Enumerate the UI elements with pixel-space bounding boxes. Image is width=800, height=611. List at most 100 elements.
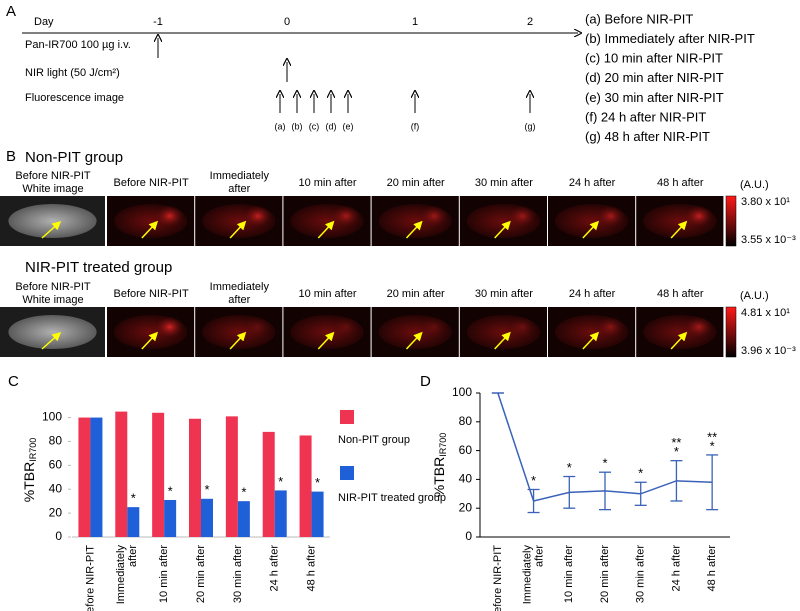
tumor-signal xyxy=(684,316,713,338)
arrow-label: (d) xyxy=(326,121,337,131)
column-header: Immediately xyxy=(210,170,270,182)
error-bar xyxy=(670,460,683,502)
significance-mark: ** xyxy=(671,435,681,450)
error-bar xyxy=(634,481,647,506)
color-bar-unit: (A.U.) xyxy=(740,179,769,191)
column-header: 24 h after xyxy=(569,177,616,189)
significance-mark: * xyxy=(315,475,320,490)
legend-item: (a) Before NIR-PIT xyxy=(585,11,693,26)
error-bar xyxy=(599,471,611,511)
significance-mark: * xyxy=(567,460,572,475)
bar xyxy=(115,411,128,537)
color-bar-max: 4.81 x 10¹ xyxy=(741,307,790,319)
column-header: 24 h after xyxy=(569,288,616,300)
column-header: Before NIR-PIT xyxy=(114,288,189,300)
row-label: NIR light (50 J/cm²) xyxy=(25,67,120,79)
tumor-arrow xyxy=(41,332,62,350)
tumor-arrow xyxy=(582,331,600,350)
panel-label: D xyxy=(420,373,431,390)
x-tick-label: after xyxy=(533,545,545,567)
significance-mark: * xyxy=(638,466,643,481)
significance-mark: * xyxy=(531,473,536,488)
x-tick-label: 10 min after xyxy=(158,545,170,603)
bar xyxy=(201,498,213,537)
y-tick-label: 80 xyxy=(459,414,473,428)
mouse-body xyxy=(8,204,97,238)
column-header: after xyxy=(228,183,250,195)
significance-mark: * xyxy=(278,474,283,489)
column-header: 48 h after xyxy=(657,177,704,189)
tumor-signal xyxy=(508,205,537,227)
day-label: 1 xyxy=(412,16,418,28)
bar xyxy=(311,491,324,537)
bar xyxy=(262,431,275,537)
column-header: 10 min after xyxy=(298,177,356,189)
column-header: after xyxy=(228,294,250,306)
mouse-body xyxy=(8,315,97,349)
day-label: -1 xyxy=(153,16,163,28)
panel-label: B xyxy=(6,148,16,165)
arrow-label: (f) xyxy=(411,121,420,131)
arrow-label: (g) xyxy=(525,121,536,131)
color-bar-max: 3.80 x 10¹ xyxy=(741,196,790,208)
column-header: Before NIR-PIT xyxy=(15,281,90,293)
y-tick-label: 0 xyxy=(465,529,472,543)
significance-mark: * xyxy=(168,483,173,498)
tumor-signal xyxy=(332,205,361,227)
tumor-arrow xyxy=(141,220,159,239)
y-tick-label: 80 xyxy=(49,434,63,448)
x-tick-label: 10 min after xyxy=(563,545,575,603)
bar xyxy=(127,507,140,537)
significance-mark: * xyxy=(241,485,246,500)
significance-mark: * xyxy=(674,444,679,459)
error-bar xyxy=(527,488,540,514)
tumor-arrow xyxy=(229,331,247,350)
panel-label: A xyxy=(6,3,16,20)
significance-mark: * xyxy=(602,456,607,471)
bar xyxy=(189,418,201,537)
x-tick-label: 24 h after xyxy=(670,545,682,592)
y-tick-label: 40 xyxy=(459,472,473,486)
y-axis-label-main: %TBR xyxy=(431,457,447,497)
column-header: Before NIR-PIT xyxy=(114,177,189,189)
color-bar xyxy=(725,195,737,247)
legend-item: (e) 30 min after NIR-PIT xyxy=(585,90,724,105)
tumor-arrow xyxy=(405,331,423,350)
y-tick-label: 20 xyxy=(459,500,473,514)
y-axis-label: %TBRIR700 xyxy=(21,438,39,502)
column-header: White image xyxy=(22,294,83,306)
day-label: 0 xyxy=(284,16,290,28)
tumor-arrow xyxy=(494,331,511,350)
day-label: 2 xyxy=(527,16,533,28)
tumor-arrow xyxy=(582,220,600,239)
row-label: Fluorescence image xyxy=(25,92,124,104)
y-tick-label: 60 xyxy=(459,443,473,457)
tumor-signal xyxy=(420,316,449,338)
tumor-arrow xyxy=(317,220,335,239)
bar xyxy=(225,416,238,537)
group-title: Non-PIT group xyxy=(25,149,123,166)
legend-item: (b) Immediately after NIR-PIT xyxy=(585,31,755,46)
x-tick-label: Before NIR-PIT xyxy=(84,545,96,611)
y-tick-label: 20 xyxy=(49,505,63,519)
bar xyxy=(164,499,177,537)
row-label: Pan-IR700 100 µg i.v. xyxy=(25,39,131,51)
x-tick-label: 24 h after xyxy=(269,545,281,592)
panel-label: C xyxy=(8,373,19,390)
tumor-arrow xyxy=(317,331,335,350)
legend-label: NIR-PIT treated group xyxy=(338,492,446,504)
x-tick-label: Immediately xyxy=(115,545,127,605)
column-header: 20 min after xyxy=(387,177,445,189)
y-tick-label: 100 xyxy=(452,385,472,399)
significance-mark: * xyxy=(204,482,209,497)
y-tick-label: 100 xyxy=(42,410,62,424)
tumor-signal xyxy=(596,205,625,227)
arrow-label: (c) xyxy=(309,121,320,131)
color-bar xyxy=(725,306,737,358)
legend-swatch xyxy=(340,466,354,480)
legend-item: (f) 24 h after NIR-PIT xyxy=(585,109,706,124)
color-bar-min: 3.96 x 10⁻³ xyxy=(741,345,796,357)
tumor-arrow xyxy=(405,220,423,239)
bar xyxy=(274,490,287,537)
legend-label: Non-PIT group xyxy=(338,434,410,446)
